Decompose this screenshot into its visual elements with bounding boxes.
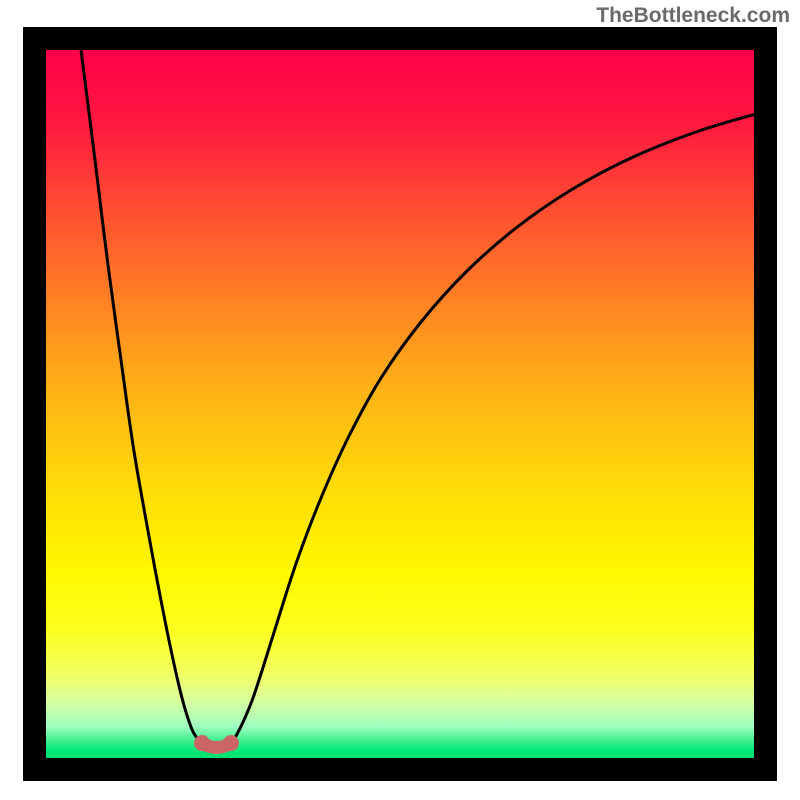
watermark-text: TheBottleneck.com (596, 4, 790, 28)
chart-container: { "watermark": { "text": "TheBottleneck.… (0, 0, 800, 800)
plot-area (46, 50, 754, 758)
bottleneck-curve (46, 50, 754, 758)
